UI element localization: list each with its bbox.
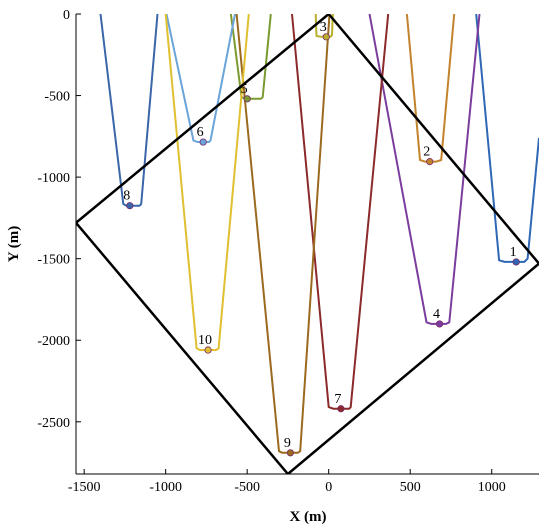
waypoint-label-3: 3 [320,20,327,35]
plot-area: 1 2 3 4 5 6 7 8 9 10 [76,14,539,474]
x-axis-title: X (m) [289,509,326,525]
x-tick-label: -1500 [68,480,101,495]
waypoint-label-5: 5 [241,82,248,97]
x-tick-label: -1000 [149,480,182,495]
waypoint-marker-2 [426,158,434,166]
waypoint-marker-8 [126,202,134,210]
waypoint-marker-9 [286,449,294,457]
waypoint-marker-7 [337,405,345,413]
trajectory-line-8 [99,14,159,207]
waypoint-marker-6 [199,138,207,146]
waypoint-label-4: 4 [433,307,440,322]
trajectory-line-5 [229,14,272,100]
y-tick-label: -2500 [37,416,70,431]
waypoint-marker-3 [322,33,330,41]
y-tick-label: -500 [44,90,70,105]
x-tick-label: 0 [325,480,332,495]
x-tick-label: 500 [400,480,421,495]
y-tick-label: 0 [63,8,70,23]
x-tick-label: -500 [234,480,260,495]
waypoint-label-6: 6 [197,125,204,140]
axes: -1500 -1000 -500 0 500 1000 0 -500 -1000 -1500 -20… [37,8,539,495]
trajectory-line-4 [368,14,481,325]
waypoint-label-8: 8 [123,189,130,204]
waypoint-label-7: 7 [334,392,341,407]
waypoint-label-2: 2 [423,145,430,160]
waypoint-marker-4 [435,320,444,328]
series-group [76,14,539,474]
waypoint-marker-5 [243,95,251,103]
waypoint-marker-1 [512,258,520,266]
waypoint-label-10: 10 [198,333,212,348]
y-tick-label: -2000 [37,334,70,349]
x-tick-label: 1000 [478,480,506,495]
y-tick-label: -1000 [37,171,70,186]
boundary-polygon [76,14,539,474]
y-axis-title: Y (m) [6,226,22,263]
waypoint-marker-10 [204,346,212,354]
y-tick-label: -1500 [37,253,70,268]
waypoint-label-1: 1 [510,245,517,260]
trajectory-line-6 [165,14,236,143]
trajectory-line-2 [405,14,456,163]
waypoint-label-9: 9 [284,436,291,451]
